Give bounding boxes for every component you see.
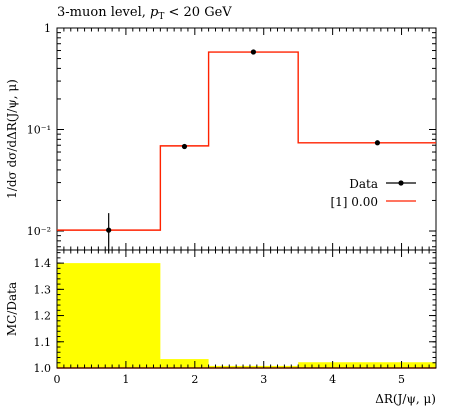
chart-title: 3-muon level, pT < 20 GeV [57, 5, 232, 22]
ratio-y-tick-label: 1.2 [34, 310, 52, 323]
ratio-x-tick-label: 2 [191, 373, 198, 386]
data-point [181, 143, 188, 150]
ratio-y-axis-label: MC/Data [5, 282, 19, 336]
ratio-x-tick-label: 1 [122, 373, 129, 386]
ratio-y-tick-label: 1.1 [34, 336, 52, 349]
legend-marker-data-point [398, 180, 404, 186]
main-x-axis [56, 28, 437, 250]
ratio-y-tick-label: 1.4 [34, 257, 52, 270]
main-y-axis-label: 1/dσ dσ/dΔR(J/ψ, μ) [5, 79, 19, 199]
ratio-band-bin [160, 359, 209, 368]
data-point [106, 227, 112, 233]
ratio-panel: 1.0 1.1 1.2 1.3 1.4 0 1 2 3 4 5 MC/Data ΔR(J/ψ, μ… [5, 249, 437, 406]
ratio-y-tick-label: 1.3 [34, 283, 52, 296]
ratio-x-tick-label: 4 [329, 373, 336, 386]
mc-step-line [57, 51, 436, 231]
ratio-band-bin [57, 263, 161, 368]
main-y-tick-label: 10⁻² [27, 225, 51, 238]
legend: Data [1] 0.00 [330, 177, 416, 209]
ratio-y-axis: 1.0 1.1 1.2 1.3 1.4 [34, 252, 436, 375]
ratio-y-tick-label: 1.0 [34, 362, 52, 375]
main-y-tick-label: 1 [44, 22, 51, 35]
legend-label-mc: [1] 0.00 [330, 195, 378, 209]
ratio-band-bin [208, 365, 299, 368]
main-y-tick-label: 10⁻¹ [27, 124, 51, 137]
data-point [250, 49, 256, 55]
data-point [374, 140, 381, 146]
main-series-layer [57, 49, 436, 254]
ratio-x-tick-label: 0 [54, 373, 61, 386]
ratio-band-layer [57, 263, 436, 368]
ratio-x-axis: 0 1 2 3 4 5 [54, 250, 437, 386]
main-plot-frame [56, 27, 437, 251]
main-y-axis: 1 10⁻¹ 10⁻² [27, 22, 436, 248]
ratio-x-tick-label: 3 [260, 373, 267, 386]
legend-label-data: Data [349, 177, 378, 191]
ratio-x-tick-label: 5 [398, 373, 405, 386]
x-axis-label: ΔR(J/ψ, μ) [375, 392, 436, 406]
ratio-plot-frame [56, 249, 437, 369]
main-panel: 1 10⁻¹ 10⁻² 1/dσ dσ/dΔR(J/ψ, μ) Data [1] 0… [5, 22, 437, 254]
